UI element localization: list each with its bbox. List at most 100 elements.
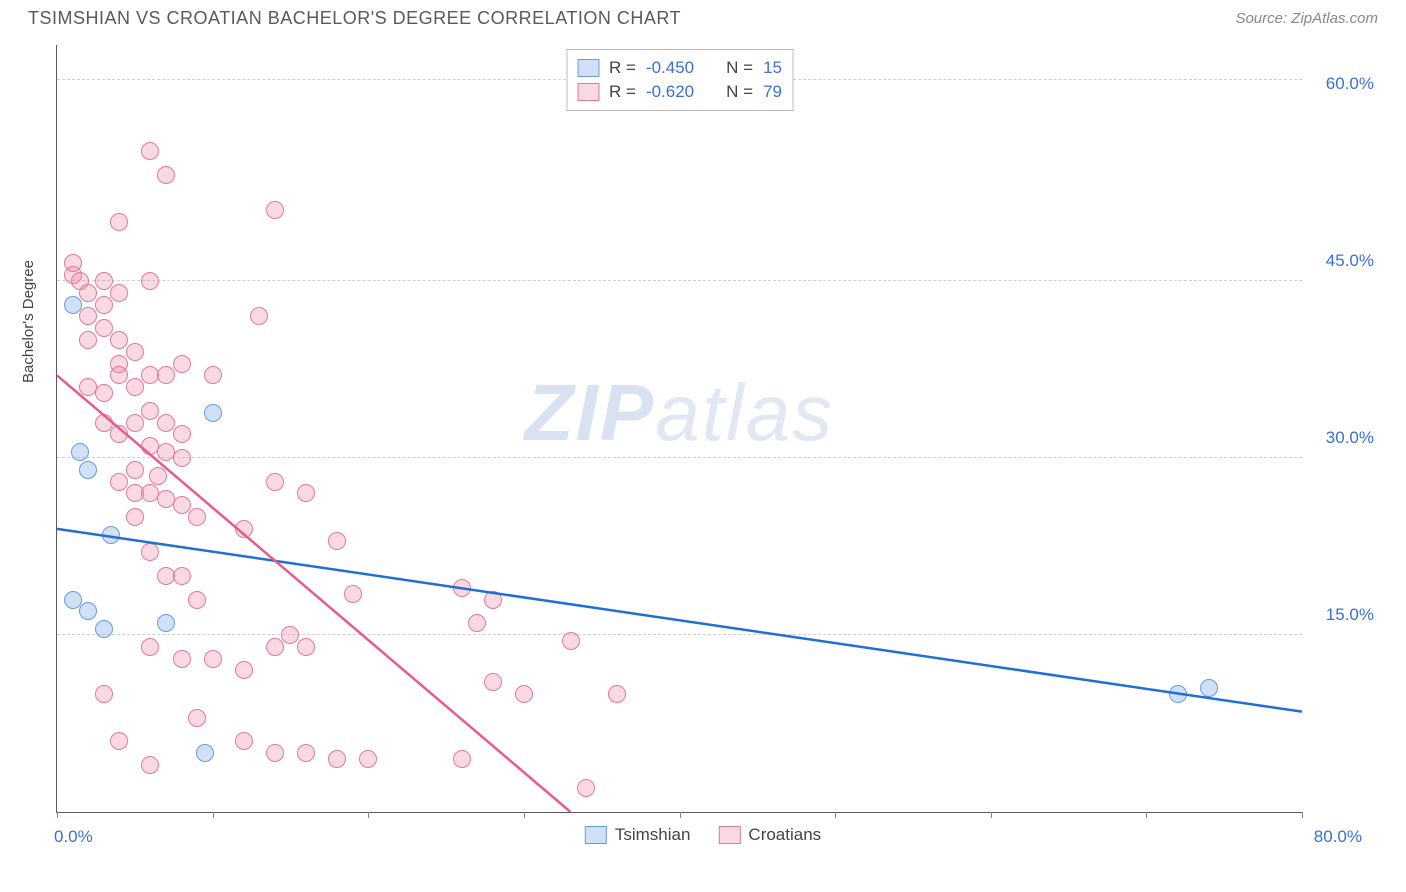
data-point	[157, 414, 175, 432]
data-point	[79, 461, 97, 479]
data-point	[266, 744, 284, 762]
data-point	[95, 272, 113, 290]
data-point	[126, 508, 144, 526]
data-point	[297, 638, 315, 656]
data-point	[126, 414, 144, 432]
legend-r-label: R =	[609, 80, 636, 104]
data-point	[102, 526, 120, 544]
data-point	[141, 402, 159, 420]
data-point	[235, 732, 253, 750]
data-point	[266, 638, 284, 656]
x-tick	[835, 812, 836, 818]
data-point	[149, 467, 167, 485]
data-point	[204, 650, 222, 668]
legend-series-name: Tsimshian	[615, 825, 691, 845]
data-point	[328, 532, 346, 550]
x-tick	[524, 812, 525, 818]
data-point	[297, 744, 315, 762]
data-point	[110, 284, 128, 302]
data-point	[157, 166, 175, 184]
data-point	[141, 638, 159, 656]
legend-swatch	[718, 826, 740, 844]
data-point	[110, 425, 128, 443]
data-point	[95, 685, 113, 703]
legend-series-item: Croatians	[718, 825, 821, 845]
data-point	[173, 496, 191, 514]
x-tick	[1146, 812, 1147, 818]
data-point	[204, 366, 222, 384]
y-tick-label: 30.0%	[1326, 428, 1374, 448]
plot-area: ZIPatlas R =-0.450N =15R =-0.620N =79 60…	[56, 45, 1302, 813]
data-point	[95, 319, 113, 337]
y-tick-label: 60.0%	[1326, 74, 1374, 94]
data-point	[188, 709, 206, 727]
data-point	[204, 404, 222, 422]
data-point	[235, 520, 253, 538]
legend-r-label: R =	[609, 56, 636, 80]
data-point	[141, 543, 159, 561]
data-point	[468, 614, 486, 632]
data-point	[126, 343, 144, 361]
legend-n-value: 79	[763, 80, 782, 104]
data-point	[453, 579, 471, 597]
legend-swatch	[577, 59, 599, 77]
data-point	[110, 473, 128, 491]
data-point	[250, 307, 268, 325]
legend-series-name: Croatians	[748, 825, 821, 845]
x-tick	[368, 812, 369, 818]
x-tick	[680, 812, 681, 818]
data-point	[95, 296, 113, 314]
data-point	[64, 591, 82, 609]
legend-n-label: N =	[726, 80, 753, 104]
data-point	[95, 414, 113, 432]
data-point	[141, 272, 159, 290]
data-point	[79, 284, 97, 302]
legend-swatch	[577, 83, 599, 101]
data-point	[173, 425, 191, 443]
legend-swatch	[585, 826, 607, 844]
data-point	[95, 620, 113, 638]
data-point	[235, 661, 253, 679]
data-point	[359, 750, 377, 768]
data-point	[71, 443, 89, 461]
data-point	[110, 732, 128, 750]
legend-stat-row: R =-0.620N =79	[577, 80, 782, 104]
legend-n-value: 15	[763, 56, 782, 80]
data-point	[266, 201, 284, 219]
data-point	[173, 650, 191, 668]
data-point	[95, 384, 113, 402]
data-point	[173, 355, 191, 373]
trend-line	[57, 529, 1302, 712]
data-point	[188, 508, 206, 526]
data-point	[79, 307, 97, 325]
data-point	[110, 331, 128, 349]
grid-line	[57, 280, 1302, 281]
data-point	[157, 614, 175, 632]
data-point	[344, 585, 362, 603]
data-point	[110, 213, 128, 231]
data-point	[328, 750, 346, 768]
data-point	[64, 296, 82, 314]
x-tick	[57, 812, 58, 818]
legend-series-item: Tsimshian	[585, 825, 691, 845]
y-tick-label: 45.0%	[1326, 251, 1374, 271]
data-point	[79, 331, 97, 349]
x-tick	[1302, 812, 1303, 818]
grid-line	[57, 634, 1302, 635]
x-tick	[213, 812, 214, 818]
data-point	[266, 473, 284, 491]
x-min-label: 0.0%	[54, 827, 93, 847]
data-point	[297, 484, 315, 502]
data-point	[281, 626, 299, 644]
data-point	[484, 673, 502, 691]
data-point	[188, 591, 206, 609]
data-point	[196, 744, 214, 762]
source-text: Source: ZipAtlas.com	[1235, 10, 1378, 27]
data-point	[79, 602, 97, 620]
watermark: ZIPatlas	[525, 367, 834, 459]
data-point	[173, 449, 191, 467]
legend-r-value: -0.450	[646, 56, 694, 80]
x-max-label: 80.0%	[1314, 827, 1362, 847]
data-point	[453, 750, 471, 768]
legend-stat-row: R =-0.450N =15	[577, 56, 782, 80]
